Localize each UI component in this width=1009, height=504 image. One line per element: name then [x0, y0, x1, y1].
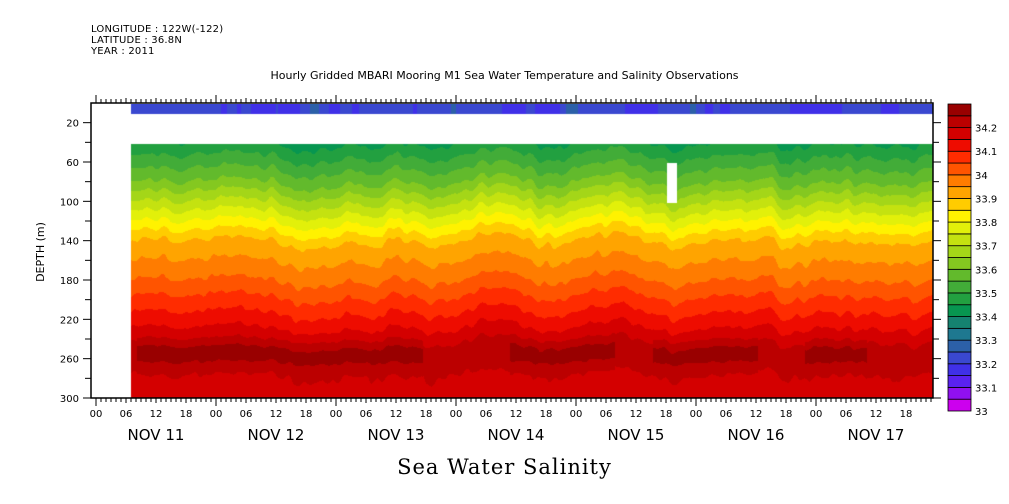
x-tick-label: 06	[720, 409, 733, 420]
x-tick-label: 12	[270, 409, 283, 420]
colorbar-bin	[947, 103, 972, 117]
x-tick-label: 18	[780, 409, 793, 420]
y-tick-label: 140	[60, 237, 79, 248]
y-tick-label: 100	[60, 197, 79, 208]
x-day-label: NOV 12	[248, 426, 305, 444]
x-day-label: NOV 14	[488, 426, 545, 444]
colorbar-bin	[947, 139, 972, 152]
colorbar-bin	[947, 339, 972, 353]
colorbar-bin	[947, 375, 972, 388]
x-tick-label: 00	[90, 409, 103, 420]
x-tick-label: 12	[150, 409, 163, 420]
colorbar-bin	[947, 398, 972, 412]
colorbar-bin	[947, 351, 972, 365]
colorbar-bin	[947, 316, 972, 329]
y-tick-label: 260	[60, 355, 79, 366]
colorbar-bin	[947, 150, 972, 164]
longitude-label: LONGITUDE : 122W(-122)	[91, 24, 224, 35]
x-tick-label: 00	[570, 409, 583, 420]
salinity-contour-field	[92, 104, 933, 398]
x-tick-label: 18	[900, 409, 913, 420]
colorbar-bin	[947, 174, 972, 188]
colorbar-bin	[947, 327, 972, 341]
x-tick-label: 18	[420, 409, 433, 420]
x-day-label: NOV 17	[848, 426, 905, 444]
colorbar-bin	[947, 268, 972, 282]
x-axis-label: Sea Water Salinity	[397, 455, 612, 479]
x-tick-label: 12	[870, 409, 883, 420]
chart-title: Hourly Gridded MBARI Mooring M1 Sea Wate…	[270, 69, 739, 82]
y-tick-label: 20	[66, 119, 79, 130]
y-tick-label: 300	[60, 394, 79, 405]
colorbar-tick-label: 33.9	[975, 194, 997, 205]
colorbar-tick-label: 33.6	[975, 265, 997, 276]
x-tick-label: 00	[450, 409, 463, 420]
x-tick-label: 06	[600, 409, 613, 420]
x-tick-label: 06	[480, 409, 493, 420]
colorbar-bin	[947, 209, 972, 223]
colorbar-tick-label: 33.7	[975, 242, 997, 253]
colorbar-bin	[947, 257, 972, 270]
colorbar-bin	[947, 198, 972, 211]
x-day-label: NOV 13	[368, 426, 425, 444]
colorbar-bin	[947, 292, 972, 306]
colorbar-bin	[947, 233, 972, 247]
x-day-label: NOV 11	[128, 426, 185, 444]
colorbar-tick-label: 33	[975, 407, 988, 418]
x-tick-label: 18	[180, 409, 193, 420]
x-day-label: NOV 15	[608, 426, 665, 444]
colorbar-bin	[947, 304, 972, 317]
colorbar-bin	[947, 162, 972, 176]
x-tick-label: 18	[300, 409, 313, 420]
plot-frame	[90, 102, 934, 399]
y-tick-label: 180	[60, 276, 79, 287]
colorbar-tick-label: 33.8	[975, 218, 997, 229]
year-label: YEAR : 2011	[91, 46, 155, 57]
x-tick-label: 06	[120, 409, 133, 420]
colorbar: 33 33.1 33.2 33.3 33.4 33.5 33.6 33.7 33.8 33.9 34…	[947, 103, 997, 418]
colorbar-bin	[947, 363, 972, 376]
x-day-label: NOV 16	[728, 426, 785, 444]
colorbar-tick-label: 34.1	[975, 147, 997, 158]
colorbar-tick-label: 33.5	[975, 289, 997, 300]
x-tick-label: 00	[810, 409, 823, 420]
x-tick-label: 18	[660, 409, 673, 420]
colorbar-bin	[947, 127, 972, 140]
colorbar-tick-label: 33.1	[975, 383, 997, 394]
x-tick-label: 06	[240, 409, 253, 420]
colorbar-tick-label: 33.4	[975, 313, 997, 324]
colorbar-bin	[947, 221, 972, 235]
colorbar-bin	[947, 115, 972, 129]
colorbar-bin	[947, 280, 972, 294]
x-tick-label: 00	[690, 409, 703, 420]
x-tick-label: 00	[330, 409, 343, 420]
y-axis-label: DEPTH (m)	[34, 222, 47, 282]
colorbar-bin	[947, 245, 972, 258]
x-tick-label: 12	[390, 409, 403, 420]
colorbar-tick-label: 34	[975, 171, 988, 182]
y-tick-label: 60	[66, 158, 79, 169]
y-tick-label: 220	[60, 315, 79, 326]
colorbar-bin	[947, 386, 972, 400]
x-tick-label: 12	[750, 409, 763, 420]
colorbar-tick-label: 33.2	[975, 360, 997, 371]
colorbar-tick-label: 34.2	[975, 124, 997, 135]
x-tick-label: 06	[360, 409, 373, 420]
x-tick-label: 06	[840, 409, 853, 420]
x-tick-label: 12	[510, 409, 523, 420]
x-tick-label: 00	[210, 409, 223, 420]
x-tick-label: 12	[630, 409, 643, 420]
latitude-label: LATITUDE : 36.8N	[91, 35, 183, 46]
colorbar-bin	[947, 186, 972, 199]
x-tick-label: 18	[540, 409, 553, 420]
colorbar-tick-label: 33.3	[975, 336, 997, 347]
